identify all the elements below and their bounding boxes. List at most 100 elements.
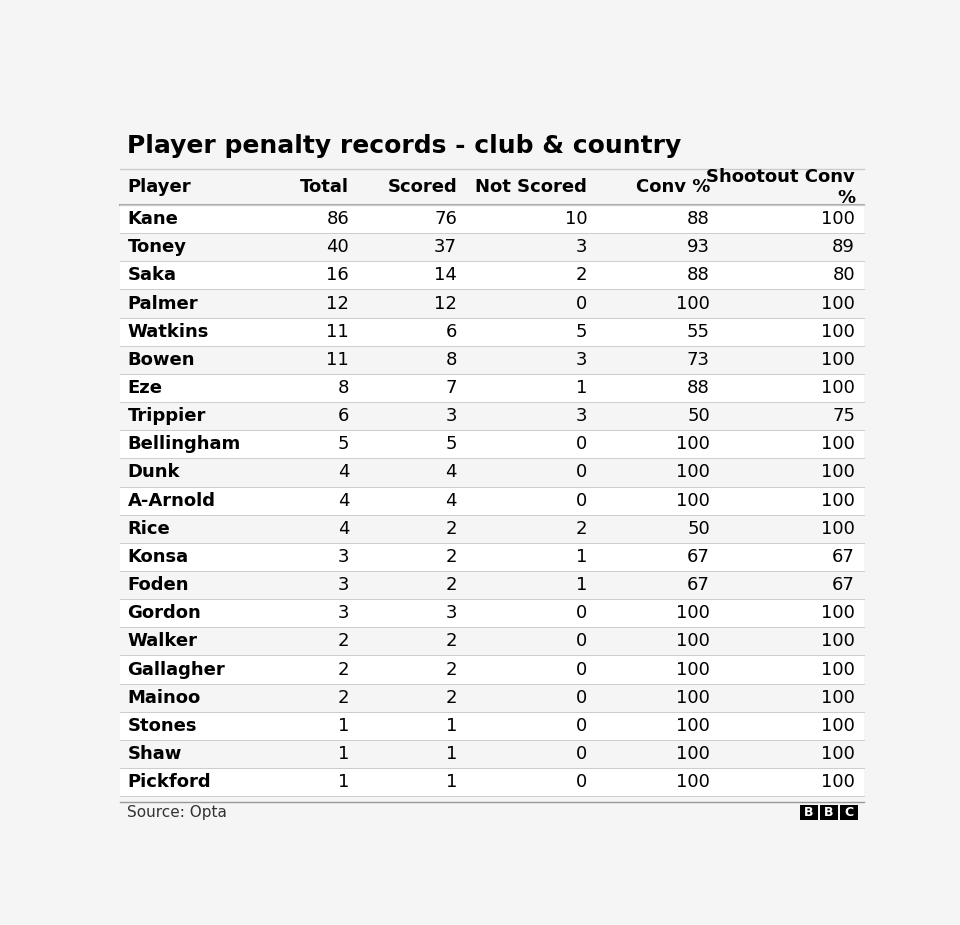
Text: Rice: Rice bbox=[128, 520, 170, 537]
Text: 67: 67 bbox=[832, 548, 855, 566]
Text: 2: 2 bbox=[576, 520, 588, 537]
Text: 100: 100 bbox=[821, 379, 855, 397]
Text: 1: 1 bbox=[445, 745, 457, 763]
Text: 14: 14 bbox=[434, 266, 457, 284]
Text: 1: 1 bbox=[338, 773, 349, 791]
Text: 100: 100 bbox=[676, 604, 710, 623]
Bar bbox=[120, 346, 864, 374]
Text: 100: 100 bbox=[676, 463, 710, 481]
Text: 100: 100 bbox=[821, 323, 855, 340]
Text: B: B bbox=[804, 806, 814, 819]
Text: Gordon: Gordon bbox=[128, 604, 202, 623]
Text: 4: 4 bbox=[445, 491, 457, 510]
Text: A-Arnold: A-Arnold bbox=[128, 491, 215, 510]
Bar bbox=[120, 543, 864, 571]
Text: Player penalty records - club & country: Player penalty records - club & country bbox=[128, 134, 682, 158]
Text: 0: 0 bbox=[576, 633, 588, 650]
Text: Gallagher: Gallagher bbox=[128, 660, 226, 679]
Text: 1: 1 bbox=[576, 548, 588, 566]
Text: 2: 2 bbox=[445, 576, 457, 594]
Text: 88: 88 bbox=[687, 210, 710, 228]
Text: Pickford: Pickford bbox=[128, 773, 211, 791]
Text: 4: 4 bbox=[338, 491, 349, 510]
Text: 100: 100 bbox=[821, 745, 855, 763]
Bar bbox=[120, 571, 864, 599]
Text: 12: 12 bbox=[434, 294, 457, 313]
Text: 80: 80 bbox=[832, 266, 855, 284]
Text: 67: 67 bbox=[687, 548, 710, 566]
Text: B: B bbox=[825, 806, 834, 819]
Text: 5: 5 bbox=[576, 323, 588, 340]
Bar bbox=[120, 656, 864, 684]
Text: Conv %: Conv % bbox=[636, 179, 710, 196]
Text: 93: 93 bbox=[687, 239, 710, 256]
Bar bbox=[120, 205, 864, 233]
Bar bbox=[120, 514, 864, 543]
Text: Dunk: Dunk bbox=[128, 463, 180, 481]
Text: 0: 0 bbox=[576, 491, 588, 510]
Text: 75: 75 bbox=[832, 407, 855, 426]
Text: 6: 6 bbox=[338, 407, 349, 426]
Text: 1: 1 bbox=[576, 576, 588, 594]
Text: 16: 16 bbox=[326, 266, 349, 284]
Text: 50: 50 bbox=[687, 520, 710, 537]
Text: 73: 73 bbox=[687, 351, 710, 369]
Bar bbox=[120, 169, 864, 205]
Text: 1: 1 bbox=[338, 717, 349, 734]
Text: 10: 10 bbox=[564, 210, 588, 228]
Text: 100: 100 bbox=[821, 773, 855, 791]
Text: 0: 0 bbox=[576, 294, 588, 313]
Text: Total: Total bbox=[300, 179, 349, 196]
FancyBboxPatch shape bbox=[820, 806, 838, 820]
Text: 5: 5 bbox=[445, 436, 457, 453]
Text: 11: 11 bbox=[326, 323, 349, 340]
Text: 88: 88 bbox=[687, 379, 710, 397]
Text: 1: 1 bbox=[338, 745, 349, 763]
Text: 3: 3 bbox=[445, 407, 457, 426]
Text: 100: 100 bbox=[676, 294, 710, 313]
Text: Kane: Kane bbox=[128, 210, 179, 228]
Text: 67: 67 bbox=[832, 576, 855, 594]
Bar bbox=[120, 290, 864, 317]
Text: 3: 3 bbox=[576, 239, 588, 256]
Text: Stones: Stones bbox=[128, 717, 197, 734]
Text: Player: Player bbox=[128, 179, 191, 196]
Bar bbox=[120, 402, 864, 430]
Text: 2: 2 bbox=[445, 633, 457, 650]
Bar bbox=[120, 317, 864, 346]
Bar bbox=[120, 740, 864, 768]
Text: Palmer: Palmer bbox=[128, 294, 198, 313]
Text: Bellingham: Bellingham bbox=[128, 436, 241, 453]
Bar bbox=[120, 711, 864, 740]
Text: 100: 100 bbox=[821, 210, 855, 228]
Bar bbox=[120, 627, 864, 656]
Text: 2: 2 bbox=[338, 660, 349, 679]
Text: Walker: Walker bbox=[128, 633, 198, 650]
Text: 100: 100 bbox=[821, 688, 855, 707]
Bar bbox=[120, 768, 864, 796]
Text: 76: 76 bbox=[434, 210, 457, 228]
Text: 100: 100 bbox=[821, 491, 855, 510]
Text: 100: 100 bbox=[821, 660, 855, 679]
Bar bbox=[120, 374, 864, 402]
Text: 8: 8 bbox=[338, 379, 349, 397]
Text: Toney: Toney bbox=[128, 239, 186, 256]
Text: 37: 37 bbox=[434, 239, 457, 256]
Text: 40: 40 bbox=[326, 239, 349, 256]
Text: 4: 4 bbox=[445, 463, 457, 481]
Text: 2: 2 bbox=[445, 688, 457, 707]
Text: 3: 3 bbox=[576, 351, 588, 369]
Text: 86: 86 bbox=[326, 210, 349, 228]
Text: 100: 100 bbox=[676, 688, 710, 707]
Text: 3: 3 bbox=[445, 604, 457, 623]
Bar bbox=[120, 487, 864, 514]
Text: 50: 50 bbox=[687, 407, 710, 426]
Text: Foden: Foden bbox=[128, 576, 189, 594]
Text: 3: 3 bbox=[338, 576, 349, 594]
Text: 3: 3 bbox=[338, 604, 349, 623]
Text: 100: 100 bbox=[821, 436, 855, 453]
Text: 2: 2 bbox=[338, 633, 349, 650]
Text: Shaw: Shaw bbox=[128, 745, 181, 763]
Text: 100: 100 bbox=[821, 520, 855, 537]
Text: 1: 1 bbox=[576, 379, 588, 397]
